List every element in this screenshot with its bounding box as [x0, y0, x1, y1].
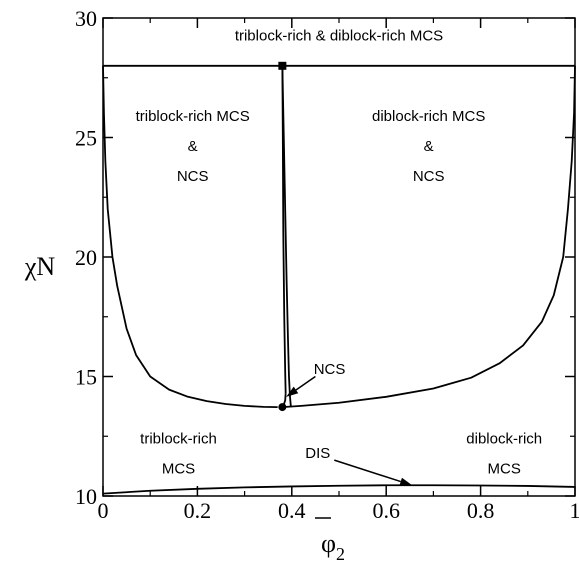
y-tick-label: 10: [75, 484, 97, 509]
region-label-line: diblock-rich: [466, 430, 542, 447]
annotation-arrow-head-1: [399, 477, 413, 486]
x-tick-label: 0: [98, 498, 109, 523]
critical-point-circle: [278, 403, 287, 412]
series-DIS-boundary: [102, 484, 576, 495]
region-label-dis: DIS: [305, 445, 330, 462]
x-tick-label: 1: [570, 498, 579, 523]
y-tick-label: 15: [75, 365, 97, 390]
region-label-lower-left: triblock-rich MCS: [140, 430, 217, 477]
plot-frame: [102, 17, 576, 497]
region-label-upper-left: triblock-rich MCS & NCS: [136, 108, 250, 185]
x-tick-label: 0.8: [467, 498, 495, 523]
region-label-line: MCS: [488, 460, 521, 477]
annotation-arrow-head-0: [286, 386, 299, 397]
y-tick-label: 25: [75, 126, 97, 151]
region-label-line: DIS: [305, 445, 330, 462]
y-tick-label: 30: [75, 6, 97, 31]
region-label-line: &: [188, 138, 198, 155]
region-label-line: MCS: [162, 460, 195, 477]
region-label-upper-right: diblock-rich MCS & NCS: [372, 108, 485, 185]
region-label-top: triblock-rich & diblock-rich MCS: [235, 28, 443, 45]
region-label-line: NCS: [177, 168, 209, 185]
plot-lines: [102, 64, 576, 495]
plot-markers: [278, 61, 287, 412]
region-label-line: NCS: [413, 168, 445, 185]
x-tick-label: 0.4: [278, 498, 306, 523]
region-label-line: triblock-rich MCS: [136, 108, 250, 125]
region-label-line: NCS: [314, 361, 346, 378]
region-label-ncs: NCS: [314, 361, 346, 378]
annotation-arrow-shaft-0: [295, 375, 316, 391]
region-label-line: diblock-rich MCS: [372, 108, 485, 125]
series-binodal-left: [102, 65, 278, 408]
x-axis-title: φ2: [321, 529, 345, 564]
series-binodal-right: [282, 65, 576, 408]
region-label-lower-right: diblock-rich MCS: [466, 430, 542, 477]
region-label-line: &: [424, 138, 434, 155]
x-axis-title-main: φ: [321, 529, 336, 558]
plot-annotations: triblock-rich & diblock-rich MCStriblock…: [136, 28, 543, 478]
y-axis-title: χN: [24, 252, 56, 281]
x-axis-title-sub: 2: [336, 544, 345, 564]
critical-point-square: [278, 61, 287, 70]
region-label-line: triblock-rich: [140, 430, 217, 447]
axis-ticks: 0 0.2 0.4 0.6 0.8 1 10 15 20 25 30: [75, 6, 579, 523]
region-label-line: triblock-rich & diblock-rich MCS: [235, 28, 443, 45]
annotation-arrow-shaft-1: [334, 459, 401, 483]
y-tick-label: 20: [75, 245, 97, 270]
axis-titles: χN φ2: [24, 252, 345, 564]
x-tick-label: 0.2: [184, 498, 212, 523]
x-tick-label: 0.6: [372, 498, 400, 523]
plot-arrows: [286, 375, 413, 486]
